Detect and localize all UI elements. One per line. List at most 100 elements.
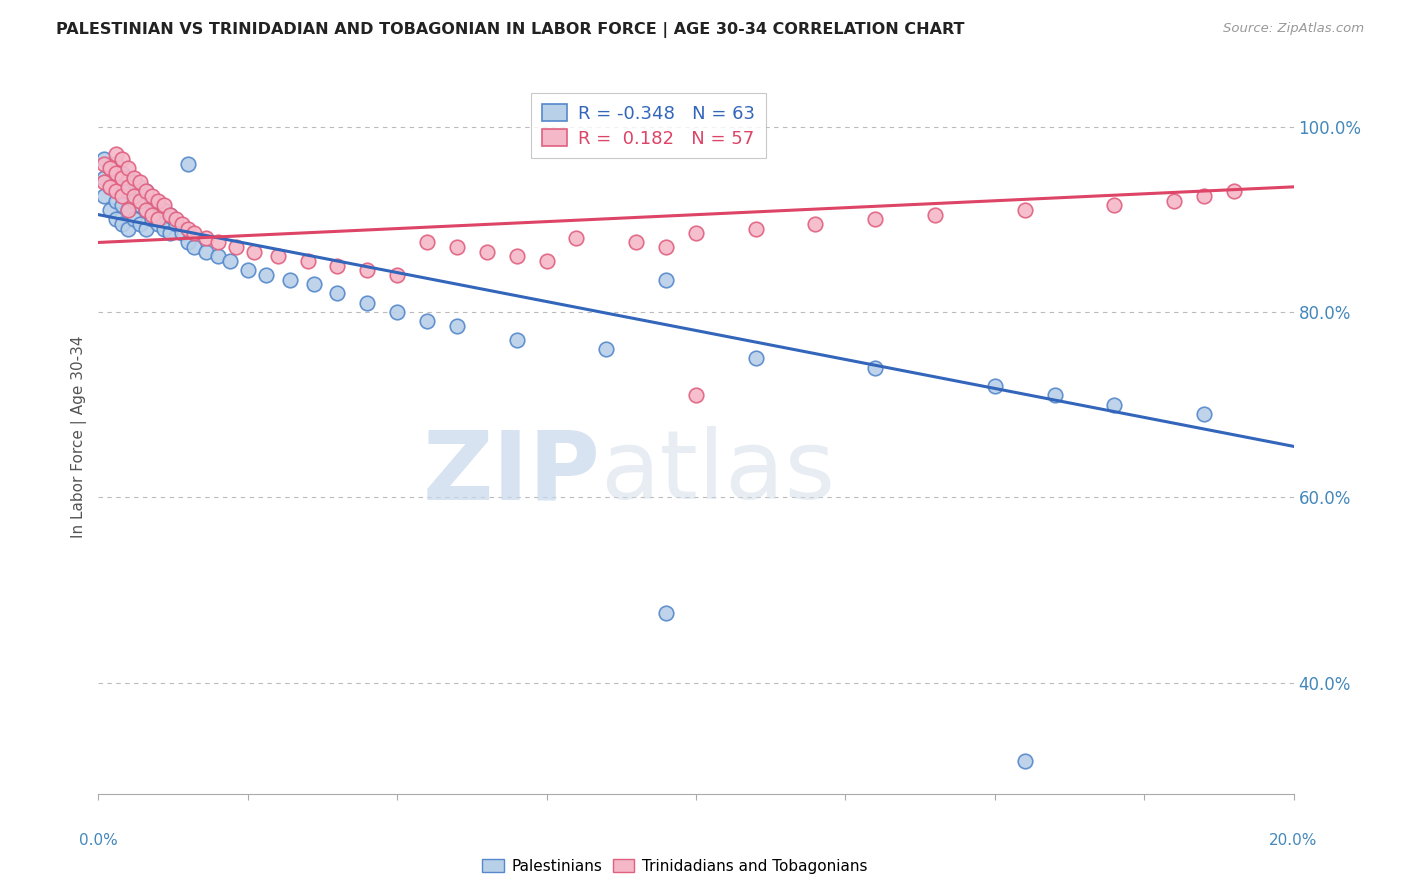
Point bbox=[105, 147, 128, 161]
Point bbox=[219, 254, 242, 268]
Point bbox=[302, 277, 325, 292]
Point bbox=[105, 194, 128, 208]
Point bbox=[1163, 194, 1185, 208]
Point bbox=[93, 152, 115, 166]
Point bbox=[416, 235, 439, 250]
Y-axis label: In Labor Force | Age 30-34: In Labor Force | Age 30-34 bbox=[72, 335, 87, 539]
Point bbox=[446, 240, 468, 254]
Point bbox=[1104, 198, 1126, 212]
Point bbox=[105, 175, 128, 189]
Point bbox=[135, 202, 157, 217]
Point bbox=[297, 254, 319, 268]
Point bbox=[356, 295, 378, 310]
Point bbox=[177, 157, 200, 171]
Point bbox=[165, 217, 187, 231]
Point bbox=[148, 212, 170, 227]
Point bbox=[1192, 189, 1215, 203]
Point bbox=[98, 161, 122, 176]
Point bbox=[111, 217, 134, 231]
Point bbox=[356, 263, 378, 277]
Point bbox=[165, 212, 187, 227]
Point bbox=[141, 208, 163, 222]
Point bbox=[924, 208, 946, 222]
Point bbox=[111, 152, 134, 166]
Point bbox=[1014, 755, 1036, 769]
Point bbox=[124, 189, 146, 203]
Point bbox=[172, 217, 194, 231]
Point bbox=[565, 231, 588, 245]
Point bbox=[655, 272, 678, 286]
Point bbox=[595, 342, 617, 356]
Legend: Palestinians, Trinidadians and Tobagonians: Palestinians, Trinidadians and Tobagonia… bbox=[477, 853, 873, 880]
Point bbox=[745, 351, 768, 366]
Point bbox=[475, 244, 498, 259]
Point bbox=[385, 268, 409, 282]
Point bbox=[254, 268, 277, 282]
Point bbox=[148, 217, 170, 231]
Point bbox=[243, 244, 266, 259]
Point bbox=[685, 226, 707, 240]
Text: 0.0%: 0.0% bbox=[79, 833, 118, 847]
Point bbox=[105, 166, 128, 180]
Point bbox=[124, 170, 146, 185]
Point bbox=[685, 388, 707, 402]
Point bbox=[416, 314, 439, 328]
Point bbox=[135, 185, 157, 199]
Point bbox=[326, 259, 349, 273]
Point bbox=[117, 161, 139, 176]
Point bbox=[129, 198, 152, 212]
Point bbox=[93, 170, 115, 185]
Text: Source: ZipAtlas.com: Source: ZipAtlas.com bbox=[1223, 22, 1364, 36]
Point bbox=[135, 202, 157, 217]
Point bbox=[135, 185, 157, 199]
Point bbox=[183, 226, 205, 240]
Point bbox=[159, 208, 181, 222]
Point bbox=[129, 217, 152, 231]
Point bbox=[385, 305, 409, 319]
Point bbox=[183, 240, 205, 254]
Text: atlas: atlas bbox=[600, 426, 835, 519]
Point bbox=[98, 161, 122, 176]
Point bbox=[117, 202, 139, 217]
Point bbox=[93, 189, 115, 203]
Text: PALESTINIAN VS TRINIDADIAN AND TOBAGONIAN IN LABOR FORCE | AGE 30-34 CORRELATION: PALESTINIAN VS TRINIDADIAN AND TOBAGONIA… bbox=[56, 22, 965, 38]
Point bbox=[1223, 185, 1246, 199]
Point bbox=[135, 221, 157, 235]
Text: 20.0%: 20.0% bbox=[1270, 833, 1317, 847]
Point bbox=[111, 198, 134, 212]
Text: ZIP: ZIP bbox=[422, 426, 600, 519]
Point bbox=[804, 217, 827, 231]
Point bbox=[117, 170, 139, 185]
Point bbox=[129, 175, 152, 189]
Point bbox=[984, 379, 1007, 393]
Point bbox=[655, 240, 678, 254]
Point bbox=[98, 179, 122, 194]
Point bbox=[148, 194, 170, 208]
Point bbox=[207, 235, 229, 250]
Point bbox=[1104, 398, 1126, 412]
Point bbox=[159, 208, 181, 222]
Point bbox=[195, 231, 218, 245]
Point bbox=[236, 263, 259, 277]
Point bbox=[111, 189, 134, 203]
Point bbox=[111, 166, 134, 180]
Point bbox=[148, 198, 170, 212]
Point bbox=[105, 157, 128, 171]
Point bbox=[124, 175, 146, 189]
Point bbox=[111, 170, 134, 185]
Point bbox=[98, 202, 122, 217]
Point bbox=[536, 254, 558, 268]
Point bbox=[141, 189, 163, 203]
Point bbox=[278, 272, 301, 286]
Point bbox=[98, 179, 122, 194]
Point bbox=[117, 202, 139, 217]
Point bbox=[1192, 407, 1215, 421]
Point bbox=[153, 198, 176, 212]
Point bbox=[267, 249, 290, 263]
Point bbox=[225, 240, 247, 254]
Point bbox=[745, 221, 768, 235]
Legend: R = -0.348   N = 63, R =  0.182   N = 57: R = -0.348 N = 63, R = 0.182 N = 57 bbox=[531, 93, 765, 159]
Point bbox=[1043, 388, 1066, 402]
Point bbox=[446, 318, 468, 333]
Point bbox=[326, 286, 349, 301]
